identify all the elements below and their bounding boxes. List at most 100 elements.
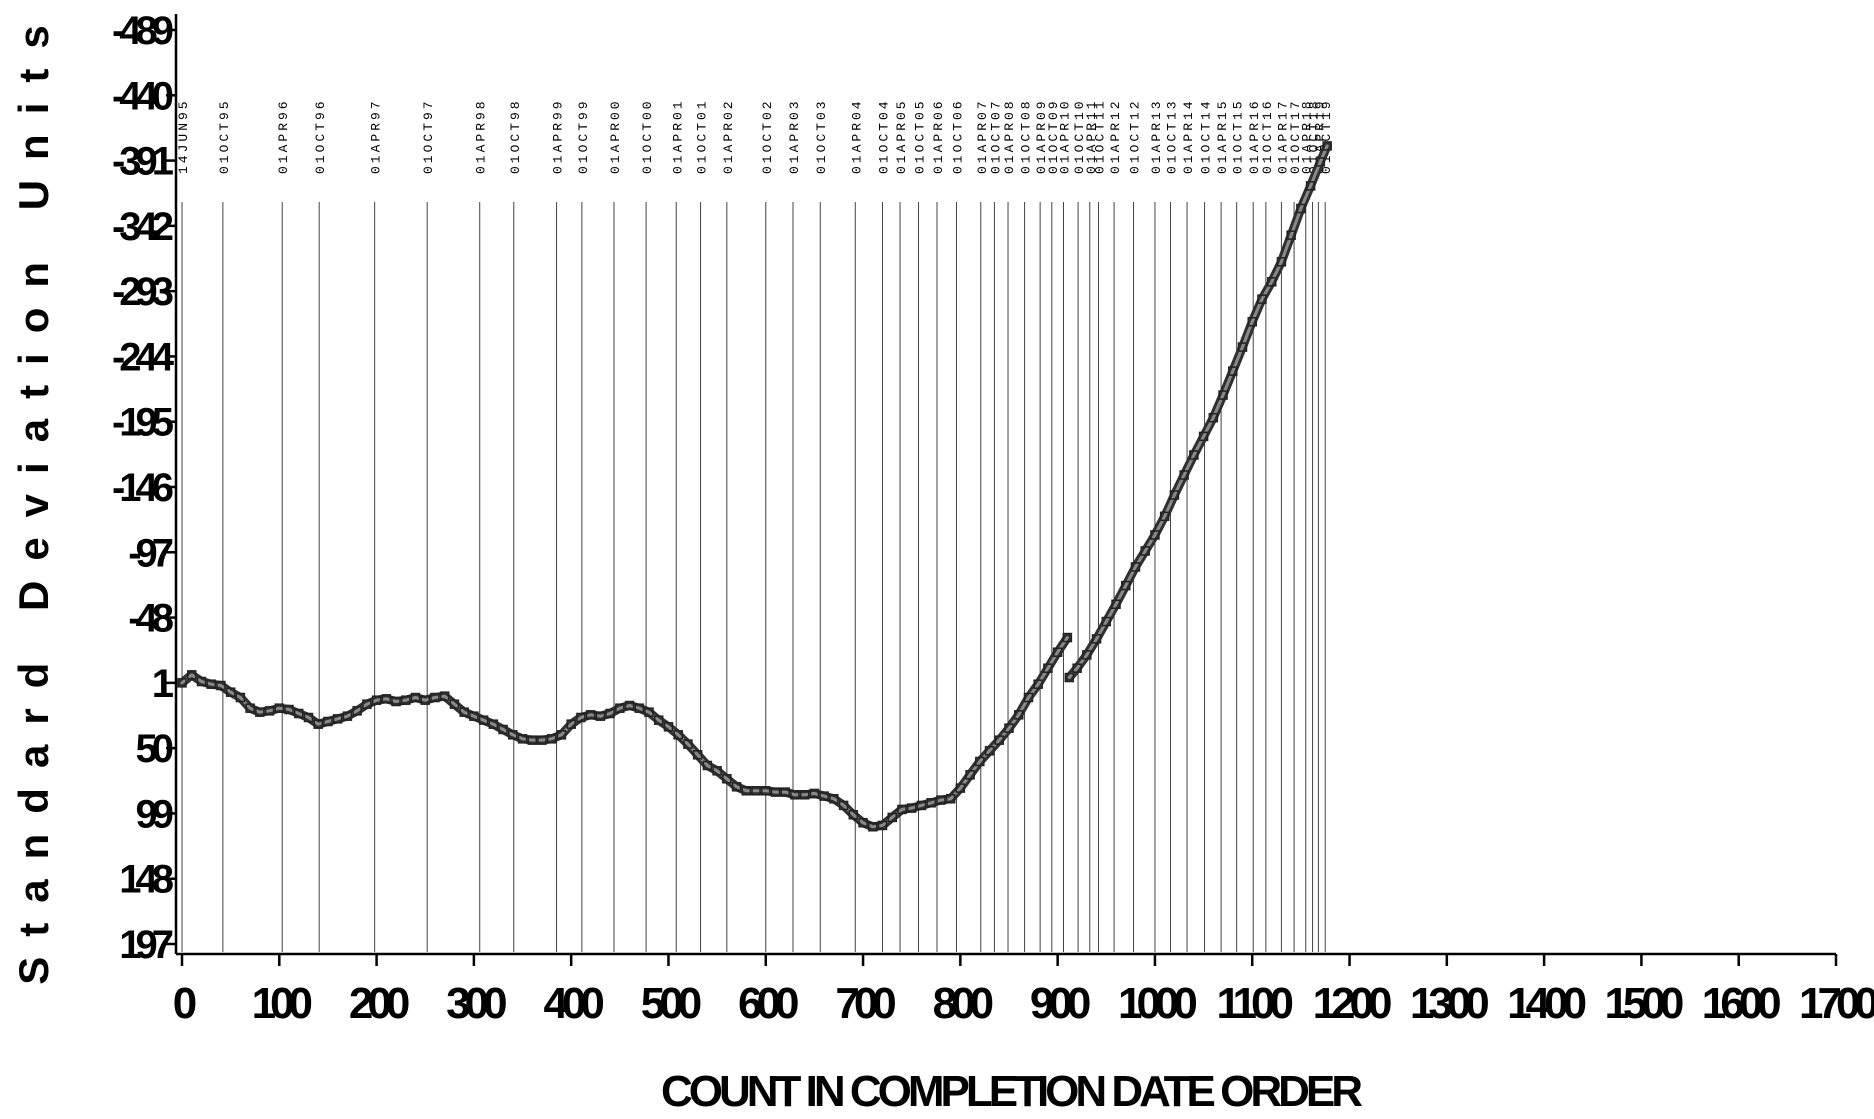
event-label-01oct18: 01OCT18 [1307,98,1322,174]
data-point [439,691,450,701]
event-label-01apr09: 01APR09 [1034,98,1049,174]
data-point [420,695,430,705]
data-point [741,786,752,796]
series-line-segment-2 [1064,141,1332,682]
event-label-01oct03: 01OCT03 [814,98,829,174]
event-label-01apr04: 01APR04 [849,98,864,174]
event-reference-lines [181,202,1326,952]
data-point [556,730,567,740]
data-point [1208,412,1219,423]
x-axis-title: COUNT IN COMPLETION DATE ORDER [661,1067,1362,1116]
event-label-01apr11: 01APR11 [1084,98,1099,174]
data-point [595,711,606,721]
event-label-01apr97: 01APR97 [369,98,384,174]
x-tick-label: 1500 [1604,979,1682,1028]
event-label-01oct10: 01OCT10 [1072,98,1087,174]
x-tick-label: 200 [349,979,409,1028]
data-point [790,790,800,800]
data-point [1257,294,1267,304]
data-point [264,706,275,716]
data-point [819,791,829,801]
x-tick-label: 1100 [1217,979,1293,1028]
data-point [809,788,820,799]
data-point [255,707,265,717]
event-label-01oct14: 01OCT14 [1199,98,1214,174]
data-point [780,787,790,797]
data-point [1179,470,1189,480]
series-line-segment-2-highlight [1067,144,1329,679]
data-point [770,787,781,797]
x-tick-label: 1600 [1702,979,1780,1028]
y-tick-label: 197 [119,923,172,967]
event-label-01apr16: 01APR16 [1247,98,1262,174]
axes-layer [166,14,1838,966]
x-tick-labels: 0 100 200 300 400 500 600 700 800 900 1000 1100 1200… [173,979,1874,1028]
data-point [1013,710,1024,720]
x-tick-label: 800 [933,979,993,1028]
data-point [644,707,654,717]
event-label-01apr14: 01APR14 [1181,98,1196,174]
data-point [323,716,333,727]
data-point [877,820,888,831]
data-point [342,711,353,721]
event-label-01oct07: 01OCT07 [988,98,1003,174]
y-tick-label: -97 [128,531,173,575]
y-tick-label: -342 [112,205,173,249]
y-tick-label: 50 [136,727,173,771]
event-label-01apr08: 01APR08 [1002,98,1017,174]
data-point [653,715,664,725]
data-point [371,695,382,705]
data-point [1169,490,1180,500]
data-point [478,715,489,725]
event-label-01apr17: 01APR17 [1275,98,1290,174]
data-point [1189,450,1199,460]
data-point [459,707,469,717]
data-point [1004,723,1014,733]
event-label-01apr12: 01APR12 [1108,98,1123,174]
data-point [1228,366,1238,376]
data-point [1023,692,1034,703]
event-label-01oct95: 01OCT95 [217,98,232,174]
event-label-01oct11: 01OCT11 [1093,98,1108,174]
data-point [965,770,975,780]
data-point [838,800,849,811]
y-tick-label: -146 [112,466,173,510]
data-point [1091,634,1102,644]
data-point [1052,647,1063,657]
event-label-01oct96: 01OCT96 [313,98,328,174]
data-point [692,750,703,760]
data-point [1130,562,1141,572]
data-point [332,714,343,724]
event-label-14jun95: 14JUN95 [176,98,191,174]
event-label-01oct13: 01OCT13 [1165,98,1180,174]
data-point [1315,157,1326,167]
data-point [430,692,440,703]
event-label-01apr03: 01APR03 [787,98,802,174]
data-point [751,786,761,796]
data-point [546,734,557,744]
data-point [712,766,722,776]
data-point [897,804,907,815]
y-tick-label: -489 [112,9,173,53]
data-point [634,703,645,713]
event-label-01oct12: 01OCT12 [1128,98,1143,174]
data-point [1218,390,1228,400]
data-point [401,695,411,705]
data-point [1101,616,1112,627]
data-point [761,786,771,796]
data-point [508,730,518,740]
data-point [1266,277,1277,287]
event-label-01oct01: 01OCT01 [695,98,710,174]
x-tick-label: 0 [173,979,196,1028]
y-tick-label: -244 [112,335,175,379]
data-point [955,783,966,793]
data-point [848,810,859,820]
x-tick-label: 1200 [1313,979,1391,1028]
event-label-01apr01: 01APR01 [670,98,685,174]
data-point [1121,580,1131,591]
data-point [284,704,294,715]
data-point [799,790,810,800]
y-tick-labels: -489-440-391-342-293-244-195-146-97-4815… [112,9,181,967]
event-label-01oct99: 01OCT99 [576,98,591,174]
data-point [216,680,226,691]
